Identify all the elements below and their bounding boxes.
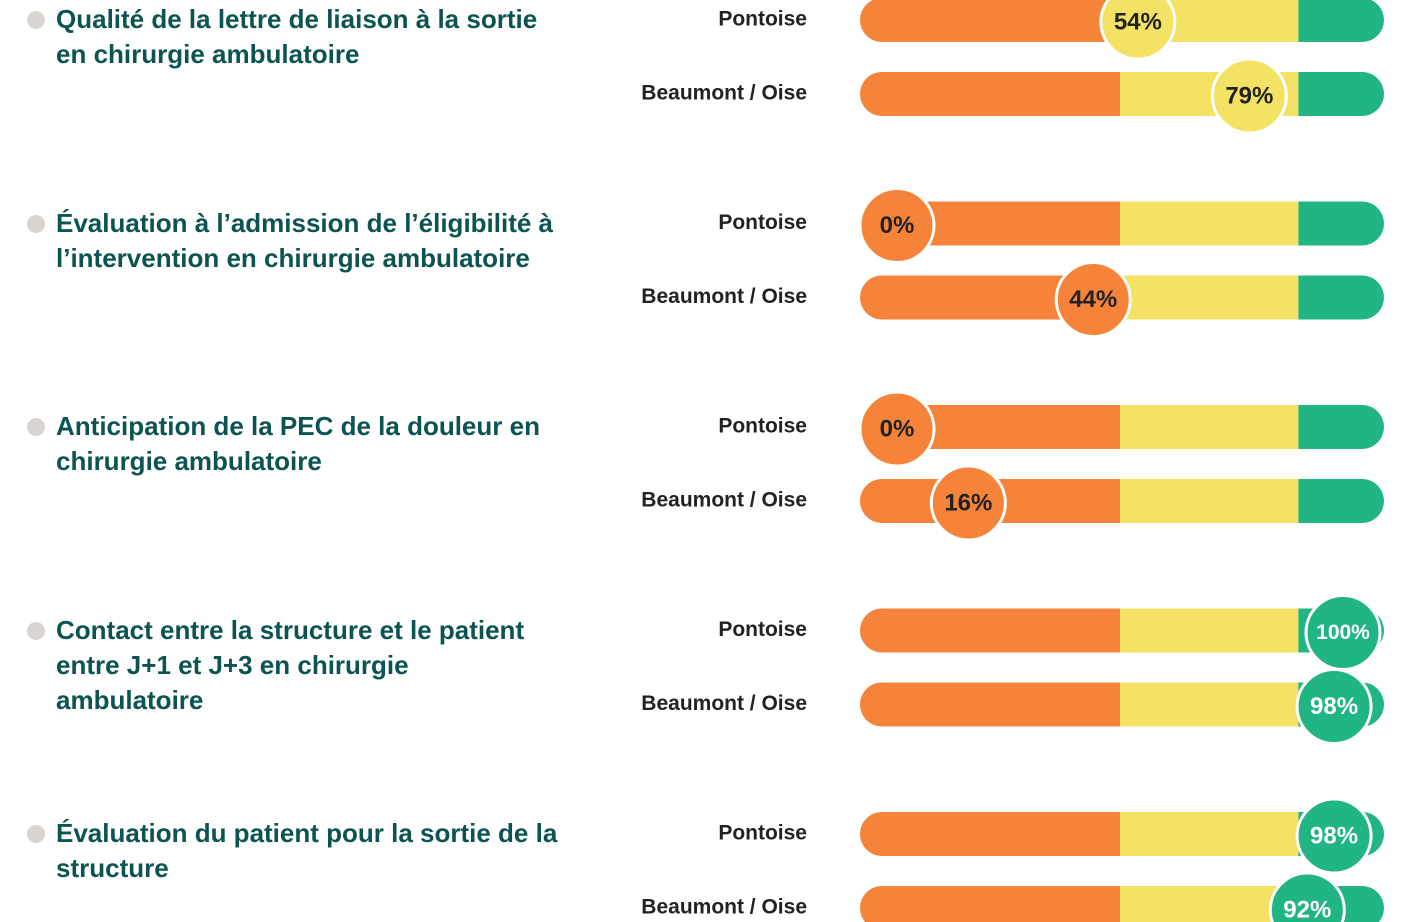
- band: [860, 886, 1120, 922]
- band: [1298, 72, 1384, 116]
- indicator-title: Anticipation de la PEC de la douleur en …: [56, 411, 540, 476]
- band: [860, 72, 1120, 116]
- value-label: 0%: [880, 415, 915, 442]
- band: [1298, 479, 1384, 523]
- value-label: 79%: [1225, 82, 1273, 109]
- band: [1298, 201, 1384, 246]
- value-marker: [1210, 57, 1288, 135]
- bullet-dot: [27, 214, 45, 233]
- row-label: Beaumont / Oise: [641, 82, 807, 105]
- band: [860, 682, 1120, 727]
- bullet-dot: [27, 621, 45, 640]
- band: [1120, 608, 1299, 653]
- value-label: 44%: [1069, 286, 1117, 313]
- row-label: Beaumont / Oise: [641, 285, 807, 308]
- band: [1120, 405, 1299, 449]
- value-marker: [1295, 668, 1373, 745]
- row-label: Beaumont / Oise: [641, 692, 807, 715]
- band: [860, 608, 1120, 653]
- value-label: 16%: [944, 489, 992, 516]
- indicator-title: Évaluation du patient pour la sortie de …: [56, 818, 558, 883]
- bullet-dot: [27, 418, 45, 436]
- band: [1120, 275, 1299, 320]
- value-label: 98%: [1310, 693, 1358, 720]
- row-label: Pontoise: [718, 211, 807, 234]
- value-label: 98%: [1310, 822, 1358, 849]
- band: [860, 812, 1120, 856]
- band: [1120, 479, 1299, 523]
- bullet-dot: [27, 825, 45, 843]
- value-marker: [1054, 261, 1132, 338]
- gauge-bar: [860, 201, 1384, 246]
- gauge-bar: [860, 72, 1384, 116]
- value-label: 100%: [1316, 621, 1370, 644]
- gauge-bar: [860, 886, 1384, 922]
- row-label: Pontoise: [718, 8, 807, 31]
- indicator-title: Contact entre la structure et le patient…: [56, 614, 525, 715]
- bullet-dot: [27, 11, 45, 29]
- row-label: Pontoise: [718, 415, 807, 438]
- band: [1120, 812, 1299, 856]
- value-marker: [1099, 0, 1177, 61]
- band: [1120, 682, 1299, 727]
- row-label: Beaumont / Oise: [641, 489, 807, 512]
- indicator-title: Évaluation à l’admission de l’éligibilit…: [56, 207, 554, 273]
- row-label: Pontoise: [718, 618, 807, 641]
- value-label: 0%: [880, 212, 915, 239]
- band: [1120, 201, 1299, 246]
- indicator-title: Qualité de la lettre de liaison à la sor…: [56, 4, 538, 69]
- band: [1298, 405, 1384, 449]
- gauge-bar: [860, 405, 1384, 449]
- band: [1298, 0, 1384, 42]
- value-marker: [1295, 797, 1373, 875]
- band: [1120, 886, 1299, 922]
- value-label: 54%: [1114, 8, 1162, 35]
- band: [860, 0, 1120, 42]
- value-label: 92%: [1283, 896, 1331, 922]
- value-marker: [858, 187, 936, 264]
- row-label: Pontoise: [718, 822, 807, 845]
- value-marker: [858, 390, 936, 468]
- value-marker: [929, 464, 1007, 542]
- band: [1298, 275, 1384, 320]
- row-label: Beaumont / Oise: [641, 896, 807, 919]
- value-marker: [1268, 871, 1346, 922]
